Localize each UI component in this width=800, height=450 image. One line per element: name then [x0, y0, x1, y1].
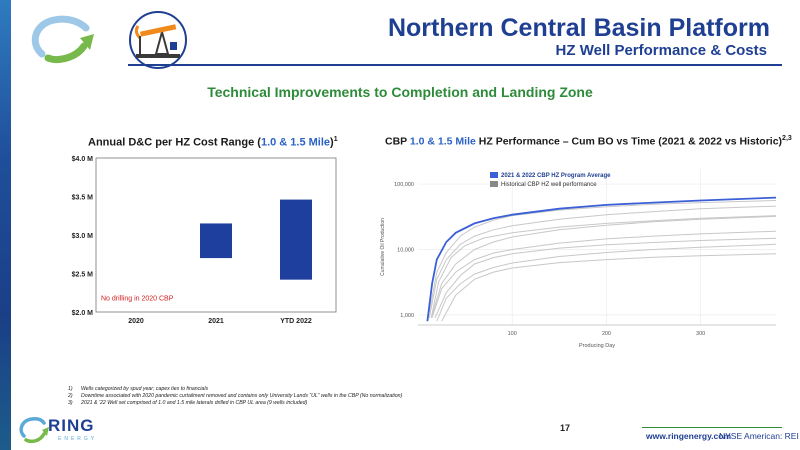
legend-swatch-historic — [490, 181, 498, 187]
ring-logo-subtext: ENERGY — [58, 436, 98, 442]
footnote-2: 2) Downtime associated with 2020 pandemic… — [68, 393, 402, 400]
left-chart-title-prefix: Annual D&C per HZ Cost Range ( — [88, 136, 261, 149]
x-tick-label: 300 — [696, 331, 705, 337]
ring-logo-word: RING — [48, 416, 95, 435]
page-subtitle: HZ Well Performance & Costs — [555, 42, 767, 59]
right-chart-title-suffix: HZ Performance – Cum BO vs Time (2021 & … — [475, 135, 783, 148]
range-bar — [280, 199, 312, 280]
y-tick-label: $2.0 M — [72, 310, 94, 317]
range-bar — [200, 223, 232, 259]
y-tick-label: $2.5 M — [72, 272, 94, 279]
x-axis-label: Producing Day — [579, 343, 615, 349]
x-tick-label: 200 — [602, 331, 611, 337]
left-chart-title-highlight: 1.0 & 1.5 Mile — [260, 136, 331, 149]
website-link[interactable]: www.ringenergy.com — [646, 431, 732, 441]
right-chart-title-prefix: CBP — [385, 135, 410, 148]
y-tick-label: $3.5 M — [72, 195, 94, 202]
x-tick-label: 2021 — [208, 318, 224, 325]
footnotes: 1) Wells categorized by spud year; capex … — [68, 386, 402, 407]
legend-label-historic: Historical CBP HZ well performance — [501, 182, 597, 188]
historic-well-curve — [431, 215, 777, 316]
left-chart-title: Annual D&C per HZ Cost Range (1.0 & 1.5 … — [88, 136, 338, 149]
left-chart-title-suffix: ) — [330, 136, 334, 149]
left-accent-bar — [0, 0, 11, 450]
historic-well-curve — [431, 230, 777, 319]
ring-energy-logo-icon — [19, 417, 49, 444]
historic-well-curve — [441, 253, 777, 322]
cost-range-chart: $2.0 M $2.5 M $3.0 M $3.5 M $4.0 M 2020 2021 YT… — [72, 156, 337, 325]
y-tick-label: 1,000 — [400, 313, 414, 319]
historic-well-curve — [428, 205, 777, 318]
footnote-1-number: 1) — [68, 386, 73, 392]
x-tick-label: YTD 2022 — [280, 318, 312, 325]
left-chart-title-footnote: 1 — [333, 136, 338, 143]
program-average-curve — [426, 196, 777, 322]
footer-divider — [642, 427, 782, 428]
y-tick-label: $3.0 M — [72, 233, 94, 240]
x-tick-label: 100 — [508, 331, 517, 337]
historic-well-curve — [430, 215, 777, 319]
y-axis-label: Cumulative Oil Production — [380, 218, 386, 276]
right-chart-title-highlight: 1.0 & 1.5 Mile — [409, 135, 476, 148]
no-drilling-note: No drilling in 2020 CBP — [101, 295, 174, 302]
footnote-1-text: Wells categorized by spud year; capex ti… — [81, 386, 209, 392]
header-divider — [128, 64, 782, 66]
x-tick-label: 2020 — [128, 318, 144, 325]
historic-well-curve — [434, 237, 777, 319]
right-chart-title-footnote: 2,3 — [782, 135, 792, 142]
legend-swatch-average — [490, 172, 498, 178]
section-heading: Technical Improvements to Completion and… — [207, 84, 593, 100]
pumpjack-icon — [129, 11, 187, 69]
right-chart-title: CBP 1.0 & 1.5 Mile HZ Performance – Cum … — [385, 135, 792, 148]
y-tick-label: $4.0 M — [72, 156, 94, 163]
footnote-2-text: Downtime associated with 2020 pandemic c… — [81, 393, 403, 399]
y-tick-label: 100,000 — [394, 182, 414, 188]
footnote-3-text: 2021 & ’22 Well set comprised of 1.0 and… — [81, 400, 308, 406]
page-title: Northern Central Basin Platform — [387, 14, 770, 42]
stock-ticker: NYSE American: REI — [719, 431, 799, 441]
legend-label-average: 2021 & 2022 CBP HZ Program Average — [501, 173, 611, 179]
footnote-2-number: 2) — [68, 393, 73, 399]
footnote-1: 1) Wells categorized by spud year; capex … — [68, 386, 402, 393]
page-number: 17 — [560, 423, 571, 433]
footnote-3: 3) 2021 & ’22 Well set comprised of 1.0 a… — [68, 400, 402, 407]
y-tick-label: 10,000 — [397, 247, 414, 253]
historic-well-curve — [428, 200, 777, 313]
footnote-3-number: 3) — [68, 400, 73, 406]
ring-swirl-logo — [31, 15, 94, 63]
cum-oil-chart: 100 200 300 1,000 10,000 100,000 Producing Day… — [380, 169, 777, 349]
historic-well-curve — [436, 243, 777, 322]
